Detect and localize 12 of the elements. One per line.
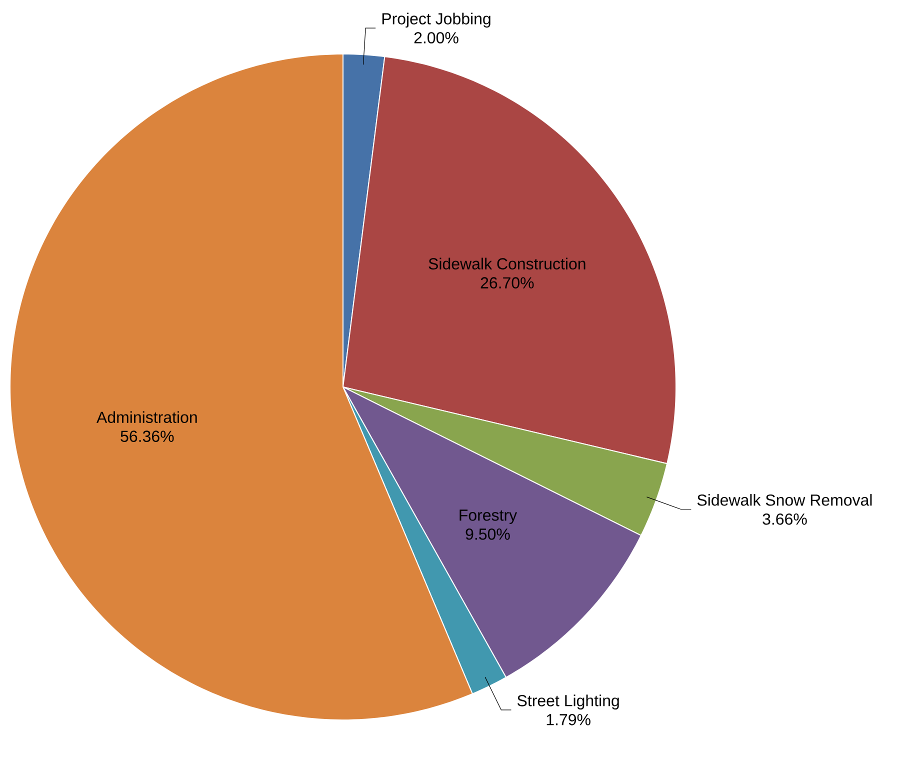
data-label: 1.79% xyxy=(546,714,590,726)
data-label: 9.50% xyxy=(466,528,510,540)
slice-label: Sidewalk Construction xyxy=(428,258,586,270)
data-label: 56.36% xyxy=(120,430,174,442)
slice-label: Administration xyxy=(96,411,197,423)
slice-label: Project Jobbing xyxy=(382,12,490,28)
slice-label: Street Lighting xyxy=(517,694,619,710)
data-label: 3.66% xyxy=(762,513,807,525)
slice-label: Sidewalk Snow Removal xyxy=(697,494,872,506)
data-label: 2.00% xyxy=(414,32,458,44)
data-label: 26.70% xyxy=(480,277,534,288)
slice-label: Forestry xyxy=(460,510,518,524)
